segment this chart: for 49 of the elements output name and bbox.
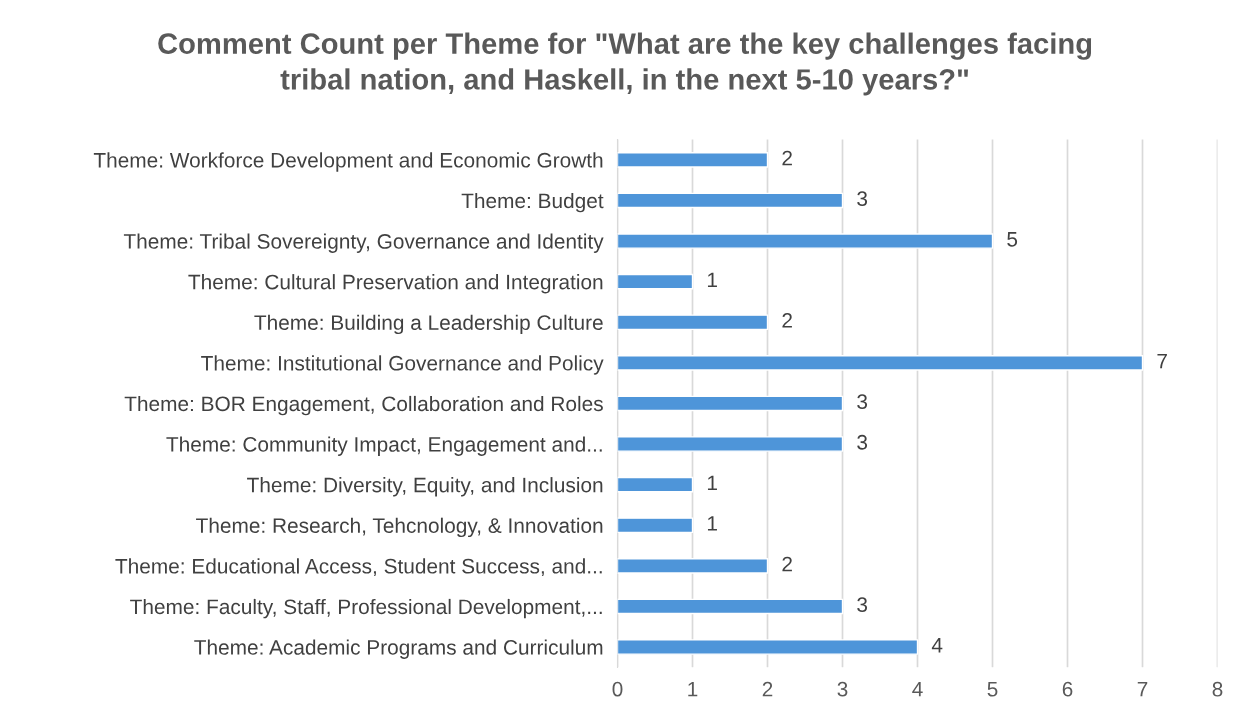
bar bbox=[617, 517, 694, 534]
data-label: 3 bbox=[857, 597, 868, 613]
data-label: 7 bbox=[1157, 353, 1167, 369]
x-tick-label: 2 bbox=[762, 681, 773, 697]
data-label: 1 bbox=[707, 516, 717, 531]
bar bbox=[617, 192, 844, 209]
bar bbox=[617, 152, 769, 168]
y-tick-label: Theme: Faculty, Staff, Professional Development,... bbox=[130, 598, 602, 619]
bar bbox=[617, 314, 769, 331]
y-tick-label: Theme: Budget bbox=[461, 192, 604, 213]
y-tick-label: Theme: Workforce Development and Economic Growth bbox=[93, 152, 603, 172]
data-label: 2 bbox=[782, 313, 792, 328]
x-tick-label: 5 bbox=[987, 681, 998, 697]
data-label: 1 bbox=[707, 475, 717, 491]
y-tick-label: Theme: Diversity, Equity, and Inclusion bbox=[247, 477, 603, 497]
bar bbox=[617, 273, 694, 290]
bar bbox=[617, 558, 769, 574]
data-label: 5 bbox=[1007, 232, 1018, 247]
data-label: 3 bbox=[857, 394, 868, 410]
x-tick-label: 0 bbox=[612, 681, 623, 697]
x-tick-label: 7 bbox=[1137, 681, 1148, 697]
data-label: 3 bbox=[857, 434, 868, 450]
y-tick-label: Theme: Building a Leadership Culture bbox=[254, 314, 603, 335]
y-tick-label: Theme: Tribal Sovereignty, Governance and Identity bbox=[123, 233, 604, 253]
y-tick-label: Theme: Community Impact, Engagement and... bbox=[166, 436, 602, 456]
x-tick-label: 6 bbox=[1062, 681, 1073, 697]
y-tick-label: Theme: Institutional Governance and Policy bbox=[201, 355, 604, 375]
data-label: 2 bbox=[782, 556, 792, 572]
y-tick-label: Theme: Research, Tehcnology, & Innovation bbox=[196, 517, 603, 538]
y-tick-label: Theme: BOR Engagement, Collaboration and Roles bbox=[124, 395, 603, 416]
chart-title: Comment Count per Theme for "What are the key challenges facing tribal nation, and Haskell, in the next 5-10 years?" bbox=[158, 32, 1092, 96]
x-tick-label: 8 bbox=[1212, 681, 1223, 697]
y-tick-label: Theme: Cultural Preservation and Integration bbox=[188, 274, 603, 294]
bar bbox=[617, 355, 1144, 371]
x-tick-label: 4 bbox=[912, 681, 923, 697]
data-label: 2 bbox=[782, 150, 792, 166]
bar bbox=[617, 436, 844, 452]
bar bbox=[617, 639, 919, 655]
x-tick-label: 3 bbox=[837, 681, 848, 697]
bar bbox=[617, 476, 694, 493]
bar bbox=[617, 233, 994, 249]
bar bbox=[617, 395, 844, 412]
y-tick-label: Theme: Academic Programs and Curriculum bbox=[194, 639, 603, 659]
data-label: 4 bbox=[931, 638, 943, 653]
bar bbox=[617, 598, 844, 615]
data-label: 1 bbox=[707, 272, 717, 288]
data-label: 3 bbox=[857, 191, 868, 207]
x-tick-label: 1 bbox=[688, 681, 698, 697]
y-tick-label: Theme: Educational Access, Student Success, and... bbox=[115, 558, 602, 577]
